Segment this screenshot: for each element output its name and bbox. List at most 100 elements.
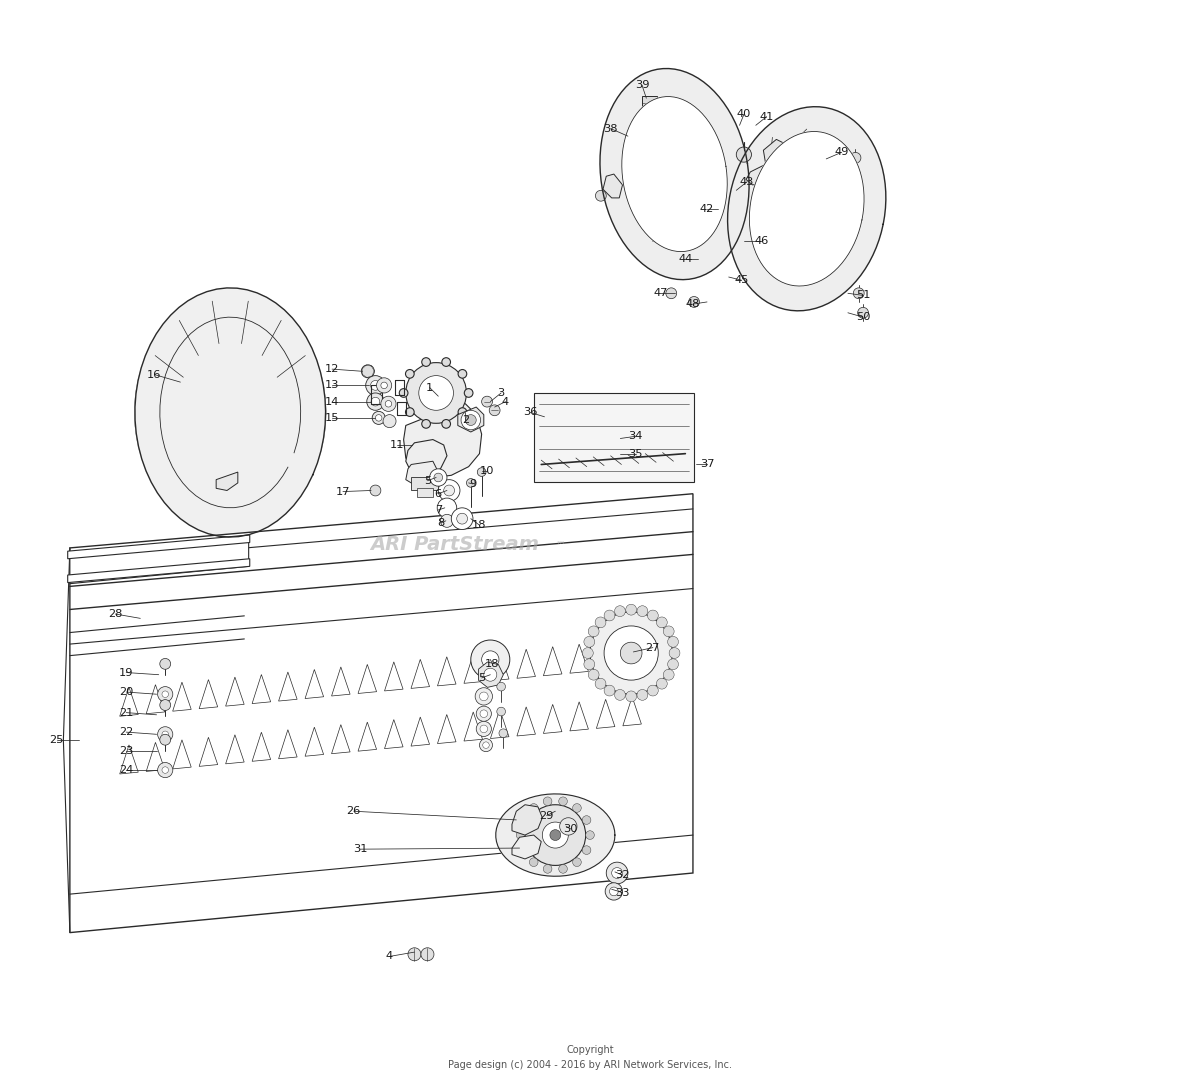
Text: 35: 35 xyxy=(628,448,643,459)
Polygon shape xyxy=(119,745,138,774)
Circle shape xyxy=(858,307,868,318)
Polygon shape xyxy=(458,407,484,432)
Text: 50: 50 xyxy=(856,312,871,322)
Bar xyxy=(533,393,694,482)
Circle shape xyxy=(637,689,648,700)
Polygon shape xyxy=(146,742,165,771)
Circle shape xyxy=(159,700,171,711)
Text: 44: 44 xyxy=(678,254,693,264)
Polygon shape xyxy=(199,679,217,709)
Polygon shape xyxy=(146,685,165,714)
Circle shape xyxy=(656,617,667,628)
Circle shape xyxy=(372,397,380,406)
Bar xyxy=(642,199,675,212)
Circle shape xyxy=(853,288,864,298)
Circle shape xyxy=(625,691,636,702)
Bar xyxy=(411,477,438,490)
Circle shape xyxy=(159,735,171,745)
Text: 1: 1 xyxy=(426,383,433,393)
Polygon shape xyxy=(653,222,676,243)
Polygon shape xyxy=(749,131,864,286)
Polygon shape xyxy=(637,182,671,217)
Circle shape xyxy=(550,830,560,841)
Polygon shape xyxy=(172,740,191,769)
Circle shape xyxy=(582,816,591,825)
Circle shape xyxy=(689,232,703,245)
Circle shape xyxy=(497,707,505,716)
Circle shape xyxy=(372,411,385,424)
Circle shape xyxy=(158,763,172,778)
Circle shape xyxy=(559,818,577,835)
Circle shape xyxy=(483,742,490,749)
Polygon shape xyxy=(464,712,483,741)
Text: Copyright: Copyright xyxy=(566,1045,614,1055)
Circle shape xyxy=(465,414,477,425)
Circle shape xyxy=(484,668,497,681)
Circle shape xyxy=(530,858,538,867)
Circle shape xyxy=(595,678,607,689)
Polygon shape xyxy=(70,536,249,584)
Circle shape xyxy=(477,706,491,722)
Polygon shape xyxy=(306,727,323,756)
Circle shape xyxy=(611,868,623,879)
Circle shape xyxy=(471,640,510,679)
Circle shape xyxy=(588,626,599,637)
Circle shape xyxy=(361,365,374,378)
Circle shape xyxy=(381,382,387,388)
Text: 12: 12 xyxy=(324,365,340,374)
Circle shape xyxy=(438,498,457,518)
Text: 2: 2 xyxy=(461,416,468,425)
Circle shape xyxy=(477,468,486,476)
Polygon shape xyxy=(438,656,455,686)
Text: 47: 47 xyxy=(654,289,668,298)
Polygon shape xyxy=(253,675,270,703)
Text: 21: 21 xyxy=(119,707,133,717)
Text: 5: 5 xyxy=(424,475,431,486)
Circle shape xyxy=(615,605,625,616)
Text: 37: 37 xyxy=(700,459,714,470)
Polygon shape xyxy=(512,805,543,835)
Circle shape xyxy=(375,414,382,421)
Text: 34: 34 xyxy=(628,432,643,442)
Polygon shape xyxy=(438,715,455,743)
Circle shape xyxy=(656,678,667,689)
Text: 15: 15 xyxy=(324,413,340,423)
Text: 14: 14 xyxy=(324,397,340,407)
Circle shape xyxy=(610,888,618,896)
Text: 27: 27 xyxy=(645,642,660,652)
Circle shape xyxy=(660,227,673,240)
Circle shape xyxy=(461,410,480,430)
Text: 9: 9 xyxy=(470,478,477,489)
Circle shape xyxy=(384,414,396,427)
Text: 33: 33 xyxy=(615,888,630,897)
Circle shape xyxy=(458,370,467,379)
Text: 8: 8 xyxy=(437,518,444,528)
Text: 30: 30 xyxy=(563,824,578,833)
Polygon shape xyxy=(119,687,138,716)
Circle shape xyxy=(408,948,421,961)
Polygon shape xyxy=(404,401,481,477)
Text: ARI PartStream: ARI PartStream xyxy=(371,535,539,554)
Polygon shape xyxy=(216,472,238,490)
Polygon shape xyxy=(225,735,244,764)
Circle shape xyxy=(371,485,381,496)
Circle shape xyxy=(543,865,552,873)
Polygon shape xyxy=(517,707,536,736)
Circle shape xyxy=(850,152,861,163)
Circle shape xyxy=(440,514,453,527)
Text: 38: 38 xyxy=(603,124,618,133)
Text: 23: 23 xyxy=(119,745,133,755)
Circle shape xyxy=(590,612,673,694)
Circle shape xyxy=(419,375,453,410)
Bar xyxy=(642,97,657,107)
Circle shape xyxy=(668,637,678,648)
Circle shape xyxy=(517,831,525,840)
Circle shape xyxy=(434,473,442,482)
Text: 32: 32 xyxy=(615,870,630,880)
Text: 6: 6 xyxy=(434,488,441,499)
Polygon shape xyxy=(603,174,623,197)
Circle shape xyxy=(583,648,594,659)
Text: 10: 10 xyxy=(480,465,494,476)
Polygon shape xyxy=(199,738,217,766)
Circle shape xyxy=(736,146,752,162)
